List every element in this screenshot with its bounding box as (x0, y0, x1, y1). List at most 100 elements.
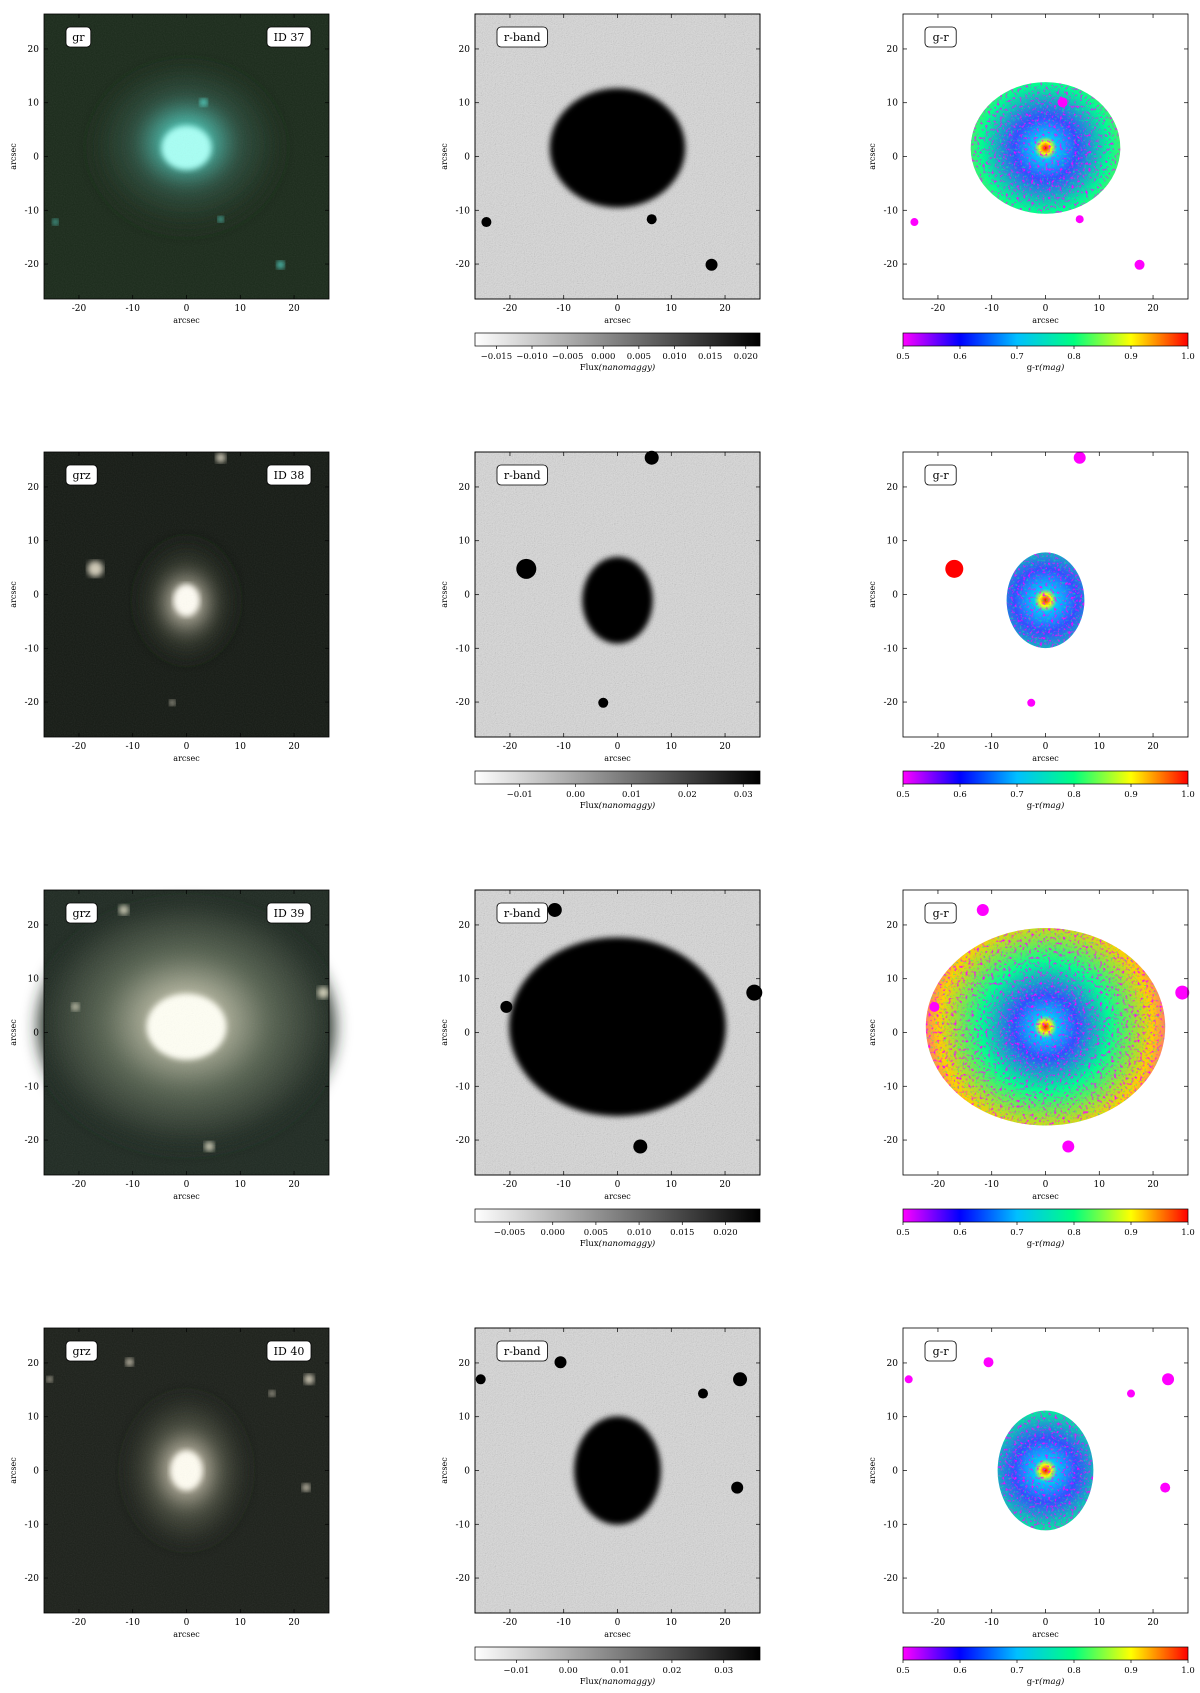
y-tick-label: 0 (33, 1029, 39, 1039)
y-axis-label: arcsec (440, 1019, 449, 1046)
flux-colorbar-label: Flux(nanomaggy) (580, 1238, 655, 1249)
galaxy-color-map (970, 82, 1121, 214)
x-tick-label: -10 (556, 1180, 571, 1190)
x-axis-label: arcsec (1032, 1192, 1059, 1201)
row-3: -20 -20 -10 -10 0 0 10 10 20 20 arcsec arcsec grz ID … (9, 1327, 1195, 1687)
cbar-tick-label: 0.9 (1124, 1228, 1138, 1238)
y-tick-label: 0 (464, 153, 470, 163)
row-2: -20 -20 -10 -10 0 0 10 10 20 20 arcsec arcsec grz ID … (9, 889, 1195, 1249)
cbar-tick-label: 0.5 (896, 352, 910, 362)
y-axis-label: arcsec (440, 143, 449, 170)
y-tick-label: 0 (464, 591, 470, 601)
y-tick-label: 20 (28, 921, 40, 931)
rband-panel: -20 -20 -10 -10 0 0 10 10 20 20 arcsec arcsec r-band… (440, 1327, 761, 1687)
neighbour-source (1134, 259, 1145, 270)
x-tick-label: -20 (72, 304, 87, 314)
x-axis-label: arcsec (173, 754, 200, 763)
y-tick-label: 0 (33, 591, 39, 601)
cbar-tick-label: 0.7 (1010, 1228, 1024, 1238)
y-axis-label: arcsec (440, 1457, 449, 1484)
composite-band-label: grz (73, 907, 91, 920)
neighbour-source (733, 1372, 748, 1387)
color-map-panel: -20 -20 -10 -10 0 0 10 10 20 20 arcsec arcsec g-r 0.5… (868, 13, 1195, 373)
composite-band-label-box (65, 464, 98, 486)
y-tick-label: -20 (25, 698, 40, 708)
y-tick-label: 0 (464, 1467, 470, 1477)
neighbour-source (481, 217, 492, 228)
composite-band-label-box (65, 902, 98, 924)
galaxy-image (582, 556, 653, 644)
y-axis-label: arcsec (868, 1457, 877, 1484)
x-tick-label: -10 (556, 1618, 571, 1628)
galaxy-color-map (925, 928, 1166, 1126)
y-tick-label: 20 (887, 45, 899, 55)
x-tick-label: -20 (503, 1180, 518, 1190)
cbar-tick-label: 0.00 (559, 1666, 578, 1676)
y-axis-label: arcsec (9, 1019, 18, 1046)
x-tick-label: -20 (503, 304, 518, 314)
galaxy-id-label-box (266, 464, 312, 486)
y-axis-label: arcsec (9, 581, 18, 608)
image-noise (44, 1328, 329, 1613)
cbar-tick-label: 0.000 (541, 1228, 565, 1238)
y-tick-label: -20 (25, 1136, 40, 1146)
cbar-tick-label: 0.00 (566, 790, 585, 800)
x-tick-label: 10 (666, 1180, 678, 1190)
y-tick-label: -20 (456, 260, 471, 270)
x-tick-label: 0 (1043, 304, 1049, 314)
y-tick-label: 0 (892, 153, 898, 163)
color-map-label-box (924, 1340, 957, 1362)
x-axis-label: arcsec (604, 1192, 631, 1201)
color-map-label: g-r (933, 31, 950, 44)
row-1: -20 -20 -10 -10 0 0 10 10 20 20 arcsec arcsec grz ID … (9, 450, 1195, 811)
y-tick-label: -20 (456, 1136, 471, 1146)
neighbour-source (644, 450, 659, 465)
cbar-tick-label: 0.03 (734, 790, 753, 800)
galaxy-image (574, 1416, 661, 1525)
y-tick-label: 20 (459, 45, 471, 55)
neighbour-source (1075, 215, 1084, 224)
x-tick-label: 20 (288, 1618, 300, 1628)
y-tick-label: -10 (25, 644, 40, 654)
cbar-tick-label: 0.8 (1067, 352, 1081, 362)
cbar-tick-label: 0.03 (714, 1666, 733, 1676)
color-map-panel: -20 -20 -10 -10 0 0 10 10 20 20 arcsec arcsec g-r 0.5… (868, 1327, 1195, 1687)
y-tick-label: 10 (887, 1413, 899, 1423)
rband-label: r-band (504, 1345, 541, 1358)
y-tick-label: 0 (892, 1467, 898, 1477)
y-tick-label: 20 (28, 483, 40, 493)
y-tick-label: -20 (25, 1574, 40, 1584)
x-tick-label: -20 (72, 1618, 87, 1628)
cbar-tick-label: 0.015 (670, 1228, 694, 1238)
cbar-tick-label: 0.8 (1067, 790, 1081, 800)
x-tick-label: 10 (666, 742, 678, 752)
neighbour-source (1073, 451, 1086, 464)
y-tick-label: 10 (459, 975, 471, 985)
neighbour-source (1062, 1140, 1075, 1153)
y-tick-label: -10 (456, 1520, 471, 1530)
image-noise (44, 890, 329, 1175)
flux-colorbar-label: Flux(nanomaggy) (580, 800, 655, 811)
y-tick-label: -10 (884, 206, 899, 216)
galaxy-id-label: ID 38 (274, 469, 305, 482)
x-tick-label: 0 (184, 742, 190, 752)
neighbour-source (646, 214, 657, 225)
y-tick-label: 0 (464, 1029, 470, 1039)
color-map-panel: -20 -20 -10 -10 0 0 10 10 20 20 arcsec arcsec g-r 0.5… (868, 889, 1195, 1249)
composite-panel: -20 -20 -10 -10 0 0 10 10 20 20 arcsec arcsec grz ID … (9, 889, 335, 1201)
color-map-panel: -20 -20 -10 -10 0 0 10 10 20 20 arcsec arcsec g-r 0.5… (868, 451, 1195, 811)
neighbour-source (945, 559, 964, 578)
rband-label: r-band (504, 907, 541, 920)
cbar-tick-label: 0.005 (627, 352, 651, 362)
x-tick-label: -10 (984, 742, 999, 752)
rband-panel: -20 -20 -10 -10 0 0 10 10 20 20 arcsec arcsec r-band… (440, 450, 761, 811)
x-tick-label: 20 (1147, 742, 1159, 752)
y-tick-label: 10 (887, 975, 899, 985)
x-tick-label: -10 (984, 1180, 999, 1190)
x-tick-label: 20 (1147, 304, 1159, 314)
x-tick-label: 20 (719, 742, 731, 752)
y-tick-label: -10 (884, 1082, 899, 1092)
x-tick-label: 20 (1147, 1180, 1159, 1190)
cbar-tick-label: 0.000 (591, 352, 615, 362)
